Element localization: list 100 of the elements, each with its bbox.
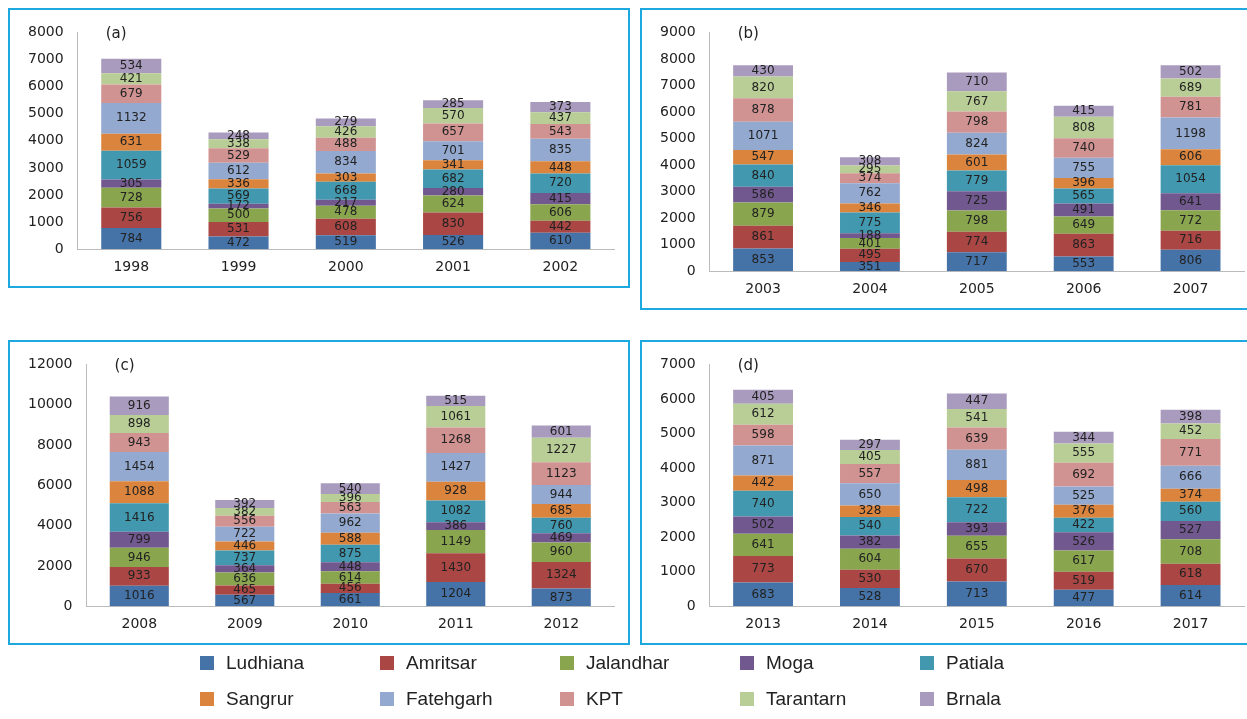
data-label: 617 [1072, 553, 1096, 568]
data-label: 692 [1072, 466, 1096, 481]
data-label: 374 [1179, 487, 1203, 502]
bar [946, 558, 1007, 582]
legend-label: Ludhiana [226, 652, 305, 674]
data-label: 346 [858, 200, 882, 215]
data-label: 875 [338, 545, 362, 560]
data-label: 502 [1179, 63, 1203, 78]
data-label: 415 [548, 190, 572, 205]
data-label: 928 [444, 483, 468, 498]
data-label: 382 [858, 534, 882, 549]
bar [946, 132, 1007, 155]
data-label: 586 [751, 186, 775, 201]
chart-title: (c) [114, 355, 135, 374]
data-label: 871 [751, 452, 775, 467]
data-label: 774 [965, 234, 989, 249]
data-label: 898 [127, 416, 151, 431]
data-label: 835 [548, 142, 572, 157]
data-label: 772 [1179, 212, 1203, 227]
data-label: 960 [549, 544, 573, 559]
bar [101, 103, 162, 134]
legend-label: KPT [586, 688, 623, 710]
data-label: 840 [751, 167, 775, 182]
data-label: 491 [1072, 202, 1096, 217]
data-label: 415 [1072, 103, 1096, 118]
data-label: 679 [119, 85, 143, 100]
chart-title: (b) [737, 23, 759, 42]
data-label: 916 [127, 397, 151, 412]
data-label: 421 [119, 71, 143, 86]
bar [1160, 439, 1221, 466]
bar [1053, 462, 1114, 487]
legend-label: Amritsar [406, 652, 477, 674]
data-label: 717 [965, 253, 989, 268]
legend-label: Moga [766, 652, 814, 674]
data-label: 469 [549, 529, 573, 544]
y-tick-label: 6000 [27, 77, 64, 94]
data-label: 767 [965, 93, 989, 108]
data-label: 881 [965, 456, 989, 471]
x-tick-label: 1999 [220, 258, 257, 275]
data-label: 519 [334, 234, 358, 249]
bar [423, 123, 484, 142]
data-label: 540 [858, 518, 882, 533]
data-label: 668 [334, 182, 358, 197]
bar [101, 227, 162, 250]
data-label: 526 [441, 234, 465, 249]
y-tick-label: 5000 [659, 424, 696, 441]
bar [733, 555, 793, 583]
data-label: 1054 [1175, 171, 1206, 186]
data-label: 498 [965, 480, 989, 495]
bar [531, 561, 591, 589]
y-tick-label: 6000 [659, 102, 696, 119]
x-tick-label: 2009 [226, 615, 263, 632]
data-label: 525 [1072, 487, 1096, 502]
bar [1160, 117, 1221, 150]
bar [946, 231, 1007, 253]
y-tick-label: 9000 [659, 23, 696, 40]
data-label: 608 [334, 219, 358, 234]
data-label: 604 [858, 551, 882, 566]
data-label: 824 [965, 135, 989, 150]
data-label: 612 [751, 406, 775, 421]
data-label: 1454 [124, 458, 155, 473]
bar [946, 191, 1007, 211]
y-tick-label: 8000 [27, 23, 64, 40]
legend-label: Tarantarn [766, 688, 847, 710]
data-label: 1198 [1175, 125, 1206, 140]
data-label: 722 [233, 526, 257, 541]
data-label: 396 [1072, 175, 1096, 190]
x-tick-label: 2005 [958, 280, 995, 297]
data-label: 430 [751, 63, 775, 77]
data-label: 405 [751, 388, 775, 403]
data-label: 773 [751, 561, 775, 576]
data-label: 861 [751, 229, 775, 244]
data-label: 437 [548, 110, 572, 125]
bar [733, 98, 793, 122]
bar [946, 72, 1007, 92]
bar [840, 548, 900, 570]
data-label: 442 [548, 218, 572, 233]
data-label: 488 [334, 136, 358, 151]
bar [109, 503, 169, 532]
data-label: 618 [1179, 566, 1203, 581]
data-label: 943 [127, 434, 151, 449]
data-label: 708 [1179, 543, 1203, 558]
bar [1053, 157, 1114, 178]
data-label: 962 [338, 515, 362, 530]
bar [946, 252, 1007, 272]
data-label: 1132 [115, 110, 147, 125]
data-label: 798 [965, 213, 989, 228]
y-tick-label: 8000 [36, 435, 73, 452]
chart-title: (d) [737, 355, 759, 374]
bar [946, 581, 1007, 607]
bar [946, 427, 1007, 450]
data-label: 567 [233, 592, 257, 607]
bar [530, 161, 591, 174]
bar [946, 111, 1007, 133]
y-tick-label: 5000 [659, 129, 696, 146]
y-tick-label: 4000 [659, 458, 696, 475]
data-label: 448 [548, 159, 572, 174]
bar [208, 148, 269, 163]
bar [1160, 210, 1221, 231]
bar [946, 449, 1007, 481]
